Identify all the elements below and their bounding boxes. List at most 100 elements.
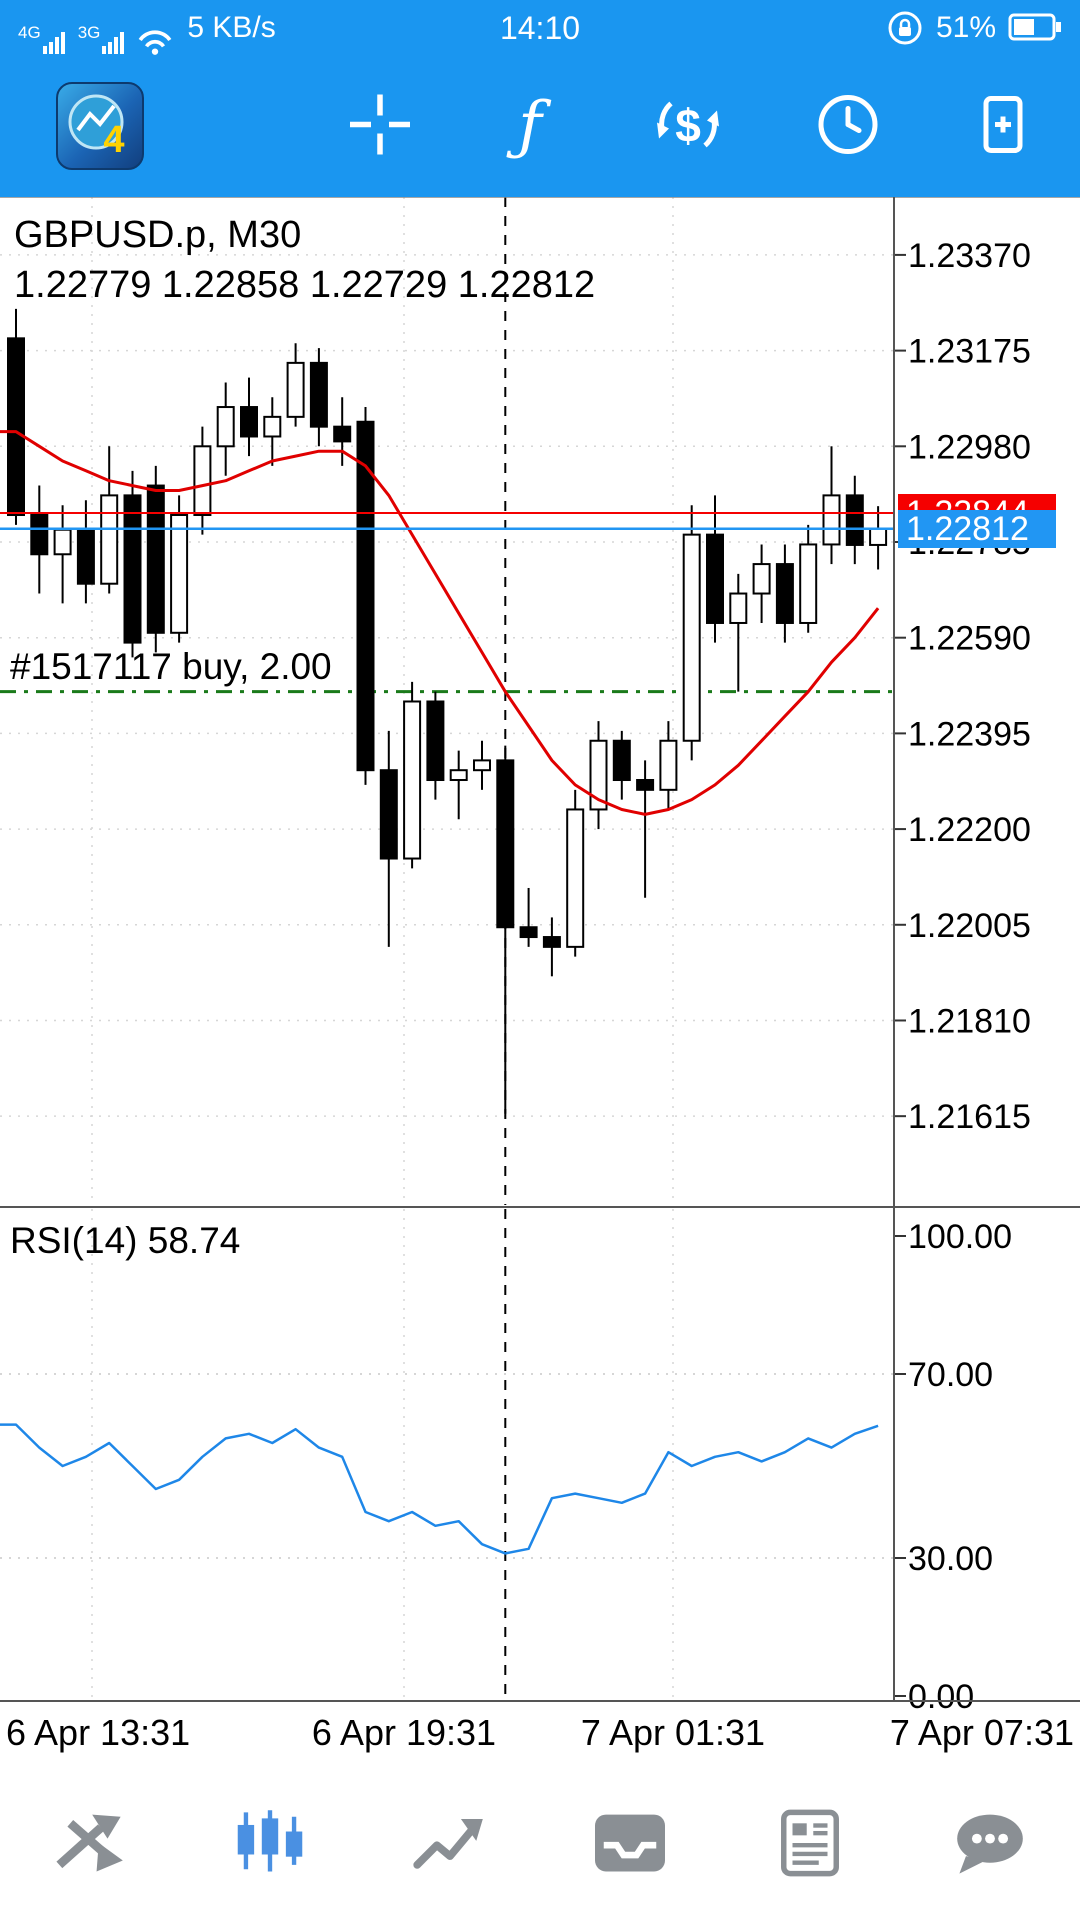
bear-candle — [496, 759, 515, 929]
function-icon: ƒ — [506, 89, 552, 163]
rsi-axis-label: 100.00 — [908, 1218, 1012, 1256]
bull-candle — [682, 533, 701, 742]
network-speed: 5 KB/s — [187, 11, 276, 44]
new-order-icon — [983, 96, 1023, 153]
price-axis-label: 1.23370 — [908, 237, 1031, 275]
timeframes-button[interactable] — [813, 90, 883, 163]
battery-icon — [1008, 13, 1061, 41]
bull-candle — [822, 494, 841, 546]
chat-bubble-icon — [957, 1814, 1023, 1874]
ask-price-box: 1.22812 — [898, 510, 1056, 548]
bear-candle — [845, 494, 864, 546]
wifi-icon — [139, 30, 172, 55]
mt4-app-logo[interactable]: 4 — [56, 82, 144, 170]
time-axis-label: 6 Apr 19:31 — [311, 1712, 497, 1753]
price-axis-label: 1.23175 — [908, 333, 1031, 371]
indicators-button[interactable]: ƒ — [495, 89, 565, 163]
crosshair-button[interactable] — [345, 90, 415, 163]
bear-candle — [706, 533, 724, 624]
rsi-axis-label: 30.00 — [908, 1540, 993, 1578]
bull-candle — [216, 406, 235, 448]
bull-candle — [799, 543, 818, 624]
svg-text:ƒ: ƒ — [506, 90, 552, 160]
status-right: 51% — [886, 9, 1062, 47]
nav-messages-button[interactable] — [915, 1808, 1065, 1878]
candlestick-chart-icon — [237, 1810, 303, 1872]
bear-candle — [379, 769, 398, 860]
rotation-lock-icon — [888, 11, 922, 45]
svg-text:$: $ — [675, 100, 701, 152]
bull-candle — [449, 769, 468, 782]
price-axis: 1.233701.231751.229801.227851.225901.223… — [894, 237, 1031, 1716]
time-axis-label: 7 Apr 01:31 — [580, 1712, 766, 1753]
time-axis-label: 6 Apr 13:31 — [6, 1712, 191, 1753]
bull-candle — [170, 514, 189, 634]
bull-candle — [659, 739, 678, 791]
svg-text:4: 4 — [103, 119, 124, 161]
rsi-line — [0, 1423, 879, 1555]
bear-candle — [309, 361, 328, 428]
chart-symbol-label: GBPUSD.p, M30 — [14, 214, 302, 256]
bear-candle — [775, 563, 794, 624]
nav-quotes-button[interactable] — [15, 1808, 165, 1878]
bull-candle — [403, 700, 422, 860]
bear-candle — [356, 420, 375, 772]
price-axis-label: 1.22590 — [908, 620, 1031, 658]
bear-candle — [333, 425, 352, 443]
nav-trade-button[interactable] — [375, 1808, 525, 1878]
network-type-label: 4G — [18, 23, 41, 42]
open-position-label: #1517117 buy, 2.00 — [10, 646, 332, 687]
bear-candle — [542, 936, 561, 948]
bear-candle — [426, 700, 445, 782]
bear-candle — [519, 926, 538, 939]
trade-currency-button[interactable]: $ — [651, 90, 725, 163]
price-axis-label: 1.21615 — [908, 1098, 1031, 1136]
bull-candle — [729, 592, 748, 624]
bull-candle — [286, 361, 305, 418]
rsi-indicator-label: RSI(14) 58.74 — [10, 1220, 241, 1261]
price-axis-label: 1.22395 — [908, 715, 1031, 753]
bear-candle — [636, 779, 655, 791]
mt4-logo-icon: 4 — [68, 94, 125, 161]
nav-mailbox-button[interactable] — [555, 1808, 705, 1878]
network-type-label: 3G — [77, 23, 101, 42]
status-bar: 4G 3G 5 KB/s 14:10 51% — [0, 0, 1080, 56]
news-icon — [781, 1809, 839, 1877]
bear-candle — [7, 337, 25, 517]
nav-charts-button[interactable] — [195, 1808, 345, 1878]
panel-borders — [0, 196, 1080, 1702]
bottom-navigation — [0, 1766, 1080, 1920]
bull-candle — [752, 563, 771, 595]
crosshair-icon — [350, 94, 410, 155]
menu-button[interactable] — [0, 97, 2, 156]
currency-exchange-icon: $ — [657, 100, 719, 152]
nav-news-button[interactable] — [735, 1808, 885, 1878]
signal-bars-icon — [102, 32, 125, 54]
bull-candle — [869, 527, 888, 546]
rsi-axis-label: 70.00 — [908, 1356, 993, 1394]
quotes-arrows-icon — [56, 1814, 123, 1872]
mailbox-icon — [595, 1814, 665, 1872]
price-axis-label: 1.22005 — [908, 907, 1031, 945]
price-axis-label: 1.21810 — [908, 1002, 1031, 1040]
chart-ohlc-values: 1.22779 1.22858 1.22729 1.22812 — [14, 264, 596, 306]
time-axis-label: 7 Apr 07:31 — [889, 1712, 1074, 1753]
bull-candle — [566, 808, 585, 948]
bear-candle — [30, 514, 49, 556]
status-left: 4G 3G 5 KB/s — [18, 0, 276, 56]
bull-candle — [589, 739, 608, 811]
signal-4g-icon: 4G — [18, 24, 68, 56]
bear-candle — [612, 739, 631, 782]
bid-ask-lines — [0, 512, 894, 530]
signal-3g-icon: 3G — [78, 24, 128, 56]
bear-candle — [123, 494, 142, 644]
bull-candle — [53, 528, 72, 556]
trade-line-icon — [413, 1818, 483, 1869]
toolbar: 4 ƒ $ — [0, 56, 1080, 197]
signal-bars-icon — [42, 32, 65, 54]
bear-candle — [146, 484, 165, 634]
bull-candle — [193, 445, 212, 517]
new-order-button[interactable] — [968, 90, 1038, 163]
bear-candle — [240, 406, 258, 438]
